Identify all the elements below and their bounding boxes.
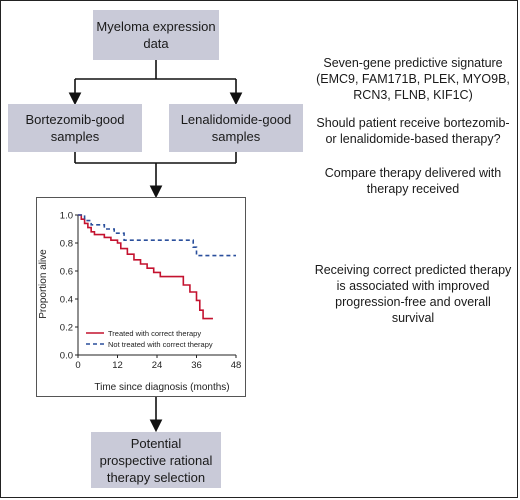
box-lenalidomide-good: Lenalidomide-good samples bbox=[169, 104, 303, 152]
note-signature: Seven-gene predictive signature (EMC9, F… bbox=[316, 56, 510, 102]
legend-label: Treated with correct therapy bbox=[108, 329, 201, 338]
box-myeloma-expression-label: Myeloma expression data bbox=[96, 19, 216, 51]
legend-label: Not treated with correct therapy bbox=[108, 340, 213, 349]
note-conclusion: Receiving correct predicted therapy is a… bbox=[314, 263, 512, 325]
y-axis-title: Proportion alive bbox=[38, 249, 49, 319]
series-correct-therapy-line bbox=[78, 214, 213, 320]
chart-series bbox=[78, 214, 236, 320]
x-axis-title: Time since diagnosis (months) bbox=[94, 382, 229, 393]
y-tick-label: 0.8 bbox=[60, 239, 73, 250]
y-tick-label: 0.4 bbox=[60, 295, 73, 306]
x-tick-label: 12 bbox=[112, 360, 123, 371]
chart-axes: 0 12 24 36 48 0.0 0.2 0.4 0.6 0.8 1.0 bbox=[60, 211, 242, 372]
y-tick-label: 0.0 bbox=[60, 351, 73, 362]
box-lenalidomide-good-label: Lenalidomide-good samples bbox=[180, 112, 292, 144]
x-tick-label: 24 bbox=[152, 360, 163, 371]
x-tick-label: 36 bbox=[191, 360, 202, 371]
box-bortezomib-good-label: Bortezomib-good samples bbox=[25, 112, 125, 144]
x-tick-label: 0 bbox=[75, 360, 80, 371]
chart-legend: Treated with correct therapy Not treated … bbox=[86, 329, 213, 349]
box-therapy-selection-label: Potential prospective rational therapy s… bbox=[99, 435, 213, 485]
x-tick-label: 48 bbox=[231, 360, 242, 371]
y-tick-label: 0.2 bbox=[60, 323, 73, 334]
note-question: Should patient receive bortezomib- or le… bbox=[316, 116, 510, 146]
survival-chart: Proportion alive Time since diagnosis (m… bbox=[36, 197, 246, 397]
box-bortezomib-good: Bortezomib-good samples bbox=[8, 104, 142, 152]
chart-frame bbox=[36, 197, 246, 397]
note-compare: Compare therapy delivered with therapy r… bbox=[324, 166, 502, 196]
box-therapy-selection: Potential prospective rational therapy s… bbox=[91, 432, 221, 488]
y-tick-label: 0.6 bbox=[60, 267, 73, 278]
series-not-correct-therapy-line bbox=[78, 214, 236, 257]
box-myeloma-expression: Myeloma expression data bbox=[93, 10, 219, 60]
y-tick-label: 1.0 bbox=[60, 211, 73, 222]
